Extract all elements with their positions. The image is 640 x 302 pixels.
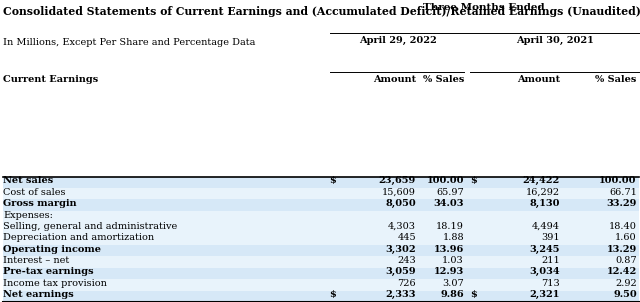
Text: 726: 726: [397, 279, 416, 288]
Text: 4,303: 4,303: [388, 222, 416, 231]
Text: $: $: [330, 290, 337, 299]
Text: Selling, general and administrative: Selling, general and administrative: [3, 222, 177, 231]
Bar: [3, 211, 639, 222]
Bar: [3, 188, 639, 199]
Text: 445: 445: [397, 233, 416, 242]
Text: Interest – net: Interest – net: [3, 256, 70, 265]
Bar: [3, 291, 639, 302]
Text: 23,659: 23,659: [379, 176, 416, 185]
Text: April 29, 2022: April 29, 2022: [360, 36, 437, 45]
Text: 2,333: 2,333: [385, 290, 416, 299]
Text: Amount: Amount: [373, 76, 416, 85]
Text: 65.97: 65.97: [436, 188, 464, 197]
Text: Depreciation and amortization: Depreciation and amortization: [3, 233, 154, 242]
Text: Current Earnings: Current Earnings: [3, 76, 99, 85]
Text: 243: 243: [397, 256, 416, 265]
Text: Consolidated Statements of Current Earnings and (Accumulated Deficit)/Retained E: Consolidated Statements of Current Earni…: [3, 6, 640, 17]
Text: April 30, 2021: April 30, 2021: [516, 36, 593, 45]
Text: 1.88: 1.88: [442, 233, 464, 242]
Text: 12.42: 12.42: [607, 268, 637, 276]
Bar: [3, 177, 639, 188]
Text: Income tax provision: Income tax provision: [3, 279, 107, 288]
Bar: [3, 234, 639, 245]
Text: 100.00: 100.00: [426, 176, 464, 185]
Text: 3.07: 3.07: [442, 279, 464, 288]
Text: Net earnings: Net earnings: [3, 290, 74, 299]
Text: Cost of sales: Cost of sales: [3, 188, 66, 197]
Text: 13.29: 13.29: [607, 245, 637, 254]
Text: 100.00: 100.00: [599, 176, 637, 185]
Text: % Sales: % Sales: [422, 76, 464, 85]
Text: 3,059: 3,059: [385, 268, 416, 276]
Text: 4,494: 4,494: [532, 222, 560, 231]
Text: 9.86: 9.86: [440, 290, 464, 299]
Bar: [3, 199, 639, 211]
Text: Operating income: Operating income: [3, 245, 101, 254]
Bar: [3, 256, 639, 268]
Bar: [3, 268, 639, 279]
Text: Net sales: Net sales: [3, 176, 54, 185]
Text: 1.60: 1.60: [615, 233, 637, 242]
Text: 13.96: 13.96: [434, 245, 464, 254]
Text: 3,245: 3,245: [529, 245, 560, 254]
Text: 16,292: 16,292: [526, 188, 560, 197]
Text: 2.92: 2.92: [615, 279, 637, 288]
Text: 3,034: 3,034: [529, 268, 560, 276]
Text: $: $: [330, 176, 337, 185]
Text: Gross margin: Gross margin: [3, 199, 77, 208]
Text: Expenses:: Expenses:: [3, 210, 53, 220]
Text: 24,422: 24,422: [523, 176, 560, 185]
Text: Amount: Amount: [517, 76, 560, 85]
Text: 34.03: 34.03: [433, 199, 464, 208]
Bar: [3, 279, 639, 291]
Text: 2,321: 2,321: [530, 290, 560, 299]
Text: Three Months Ended: Three Months Ended: [423, 3, 545, 12]
Text: 391: 391: [541, 233, 560, 242]
Bar: [3, 245, 639, 256]
Text: $: $: [470, 176, 477, 185]
Text: 12.93: 12.93: [434, 268, 464, 276]
Text: 15,609: 15,609: [382, 188, 416, 197]
Text: 8,050: 8,050: [385, 199, 416, 208]
Text: % Sales: % Sales: [595, 76, 637, 85]
Text: 66.71: 66.71: [609, 188, 637, 197]
Text: In Millions, Except Per Share and Percentage Data: In Millions, Except Per Share and Percen…: [3, 38, 255, 47]
Text: $: $: [470, 290, 477, 299]
Text: 0.87: 0.87: [615, 256, 637, 265]
Bar: [3, 222, 639, 234]
Text: Pre-tax earnings: Pre-tax earnings: [3, 268, 94, 276]
Text: 33.29: 33.29: [607, 199, 637, 208]
Text: 713: 713: [541, 279, 560, 288]
Text: 1.03: 1.03: [442, 256, 464, 265]
Text: 18.19: 18.19: [436, 222, 464, 231]
Text: 211: 211: [541, 256, 560, 265]
Text: 8,130: 8,130: [529, 199, 560, 208]
Text: 18.40: 18.40: [609, 222, 637, 231]
Text: 3,302: 3,302: [385, 245, 416, 254]
Text: 9.50: 9.50: [613, 290, 637, 299]
